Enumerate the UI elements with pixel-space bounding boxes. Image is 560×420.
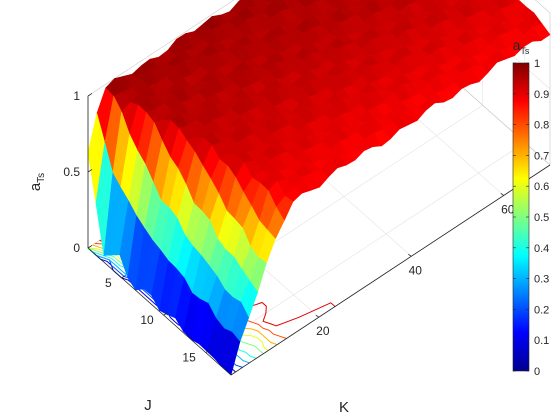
colorbar-tick-label: 0.9: [534, 89, 549, 101]
y-tick-label: 10: [140, 313, 154, 327]
surface-plot: [87, 0, 551, 376]
x-tick-label: 20: [316, 324, 330, 338]
y-axis-line: [87, 247, 232, 376]
colorbar-tick-label: 1: [534, 58, 540, 70]
x-axis-line: [230, 164, 551, 376]
z-tick-label: 0: [73, 241, 80, 255]
x-axis-label: K: [339, 399, 349, 416]
colorbar-tick-label: 0.6: [534, 181, 549, 193]
colorbar-tick-label: 0.3: [534, 274, 549, 286]
z-tick-label: 1: [73, 89, 80, 103]
y-tick-label: 15: [182, 351, 196, 365]
y-tick-label: 5: [105, 276, 112, 290]
colorbar-tick-label: 0.2: [534, 304, 549, 316]
x-tick-label: 60: [501, 202, 515, 216]
y-axis-label: J: [144, 397, 152, 414]
colorbar-tick-label: 0.5: [534, 212, 549, 224]
z-axis-label: aTs: [27, 173, 47, 191]
z-tick-label: 0.5: [63, 165, 80, 179]
colorbar-tick-label: 0.7: [534, 150, 549, 162]
colorbar-label: aTs: [513, 37, 530, 56]
colorbar-tick-label: 0.8: [534, 120, 549, 132]
colorbar: aTs 0 0.1 0.2 0.3 0.4 0.5 0.6 0.7 0.8 0.9 1: [513, 37, 550, 378]
colorbar-tick-label: 0.1: [534, 335, 549, 347]
x-tick-label: 40: [409, 263, 423, 277]
colorbar-tick-label: 0.4: [534, 243, 549, 255]
colorbar-tick-label: 0: [534, 366, 540, 378]
